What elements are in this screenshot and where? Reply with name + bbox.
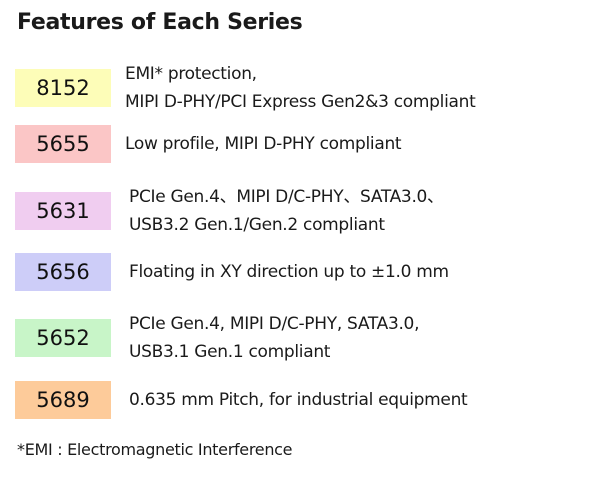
description-line: USB3.1 Gen.1 compliant <box>129 342 331 362</box>
series-badge: 5652 <box>15 319 111 357</box>
series-description: EMI* protection, MIPI D-PHY/PCI Express … <box>125 60 476 116</box>
series-badge: 5655 <box>15 125 111 163</box>
description-line: PCIe Gen.4、MIPI D/C-PHY、SATA3.0、 <box>129 187 444 207</box>
series-badge: 5689 <box>15 381 111 419</box>
series-row-5652: 5652 PCIe Gen.4, MIPI D/C-PHY, SATA3.0, … <box>15 310 585 366</box>
series-row-5631: 5631 PCIe Gen.4、MIPI D/C-PHY、SATA3.0、 US… <box>15 183 585 239</box>
series-description: Low profile, MIPI D-PHY compliant <box>125 130 402 158</box>
footnote: *EMI : Electromagnetic Interference <box>17 440 293 459</box>
description-line: 0.635 mm Pitch, for industrial equipment <box>129 390 468 410</box>
series-row-5689: 5689 0.635 mm Pitch, for industrial equi… <box>15 381 585 419</box>
page-title: Features of Each Series <box>17 10 303 35</box>
series-badge: 5631 <box>15 192 111 230</box>
series-row-8152: 8152 EMI* protection, MIPI D-PHY/PCI Exp… <box>15 60 585 116</box>
description-line: EMI* protection, <box>125 64 257 84</box>
description-line: MIPI D-PHY/PCI Express Gen2&3 compliant <box>125 92 476 112</box>
description-line: USB3.2 Gen.1/Gen.2 compliant <box>129 215 385 235</box>
series-row-5656: 5656 Floating in XY direction up to ±1.0… <box>15 253 585 291</box>
series-description: 0.635 mm Pitch, for industrial equipment <box>129 386 468 414</box>
series-badge: 5656 <box>15 253 111 291</box>
series-description: PCIe Gen.4、MIPI D/C-PHY、SATA3.0、 USB3.2 … <box>129 183 444 239</box>
series-description: Floating in XY direction up to ±1.0 mm <box>129 258 449 286</box>
description-line: Low profile, MIPI D-PHY compliant <box>125 134 402 154</box>
series-badge: 8152 <box>15 69 111 107</box>
series-row-5655: 5655 Low profile, MIPI D-PHY compliant <box>15 125 585 163</box>
description-line: PCIe Gen.4, MIPI D/C-PHY, SATA3.0, <box>129 314 420 334</box>
series-description: PCIe Gen.4, MIPI D/C-PHY, SATA3.0, USB3.… <box>129 310 419 366</box>
description-line: Floating in XY direction up to ±1.0 mm <box>129 262 449 282</box>
